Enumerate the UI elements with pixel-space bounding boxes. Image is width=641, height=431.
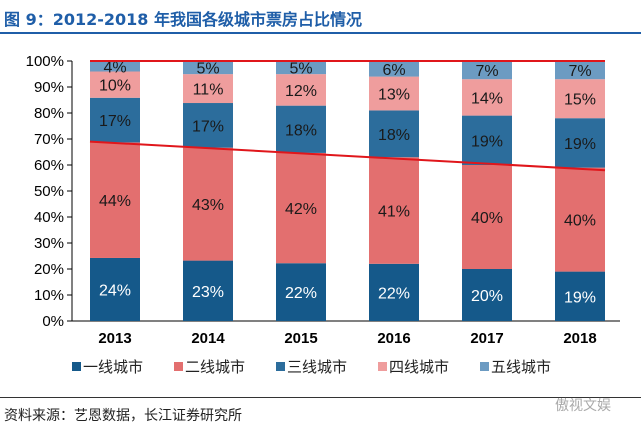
bar-segment <box>462 115 512 165</box>
source-note: 资料来源：艺恩数据，长江证券研究所 <box>4 408 242 424</box>
footer-divider <box>0 397 641 398</box>
chart-title: 图 9：2012-2018 年我国各级城市票房占比情况 <box>4 10 362 29</box>
bar-segment <box>555 118 605 168</box>
y-tick-label: 20% <box>34 261 64 278</box>
legend-swatch <box>276 362 285 371</box>
watermark: 傲视文娱 <box>555 398 611 414</box>
x-tick-label: 2015 <box>284 330 317 347</box>
x-tick-label: 2013 <box>98 330 131 347</box>
data-label: 23% <box>192 284 224 301</box>
bar-segment <box>183 74 233 104</box>
data-label: 42% <box>285 201 317 218</box>
data-label: 5% <box>289 61 312 78</box>
y-tick-label: 50% <box>34 183 64 200</box>
x-tick-label: 2016 <box>377 330 410 347</box>
bar-segment <box>462 61 512 80</box>
data-label: 22% <box>378 285 410 302</box>
bar-segment <box>462 165 512 269</box>
bar-segment <box>276 61 326 75</box>
legend-label: 一线城市 <box>83 358 143 376</box>
legend-label: 二线城市 <box>185 358 245 376</box>
legend-swatch <box>480 362 489 371</box>
y-tick-label: 0% <box>42 313 64 330</box>
bar-segment <box>555 79 605 119</box>
y-tick-label: 60% <box>34 157 64 174</box>
data-label: 14% <box>471 90 503 107</box>
bar-segment <box>183 147 233 261</box>
bar-segment <box>183 61 233 75</box>
stacked-bar-chart: 0% 10% 20% 30% 40% 50% 60% 70% 80% 90% 100% 24% 44% 1… <box>26 53 620 376</box>
bar-segment <box>462 269 512 321</box>
legend-swatch <box>174 362 183 371</box>
bar-segment <box>276 152 326 264</box>
y-tick-label: 80% <box>34 105 64 122</box>
bar-segment <box>555 271 605 321</box>
bar-segment <box>90 71 140 98</box>
data-label: 22% <box>285 285 317 302</box>
y-tick-label: 30% <box>34 235 64 252</box>
y-tick-label: 90% <box>34 79 64 96</box>
data-label: 5% <box>196 61 219 78</box>
x-tick-label: 2014 <box>191 330 225 347</box>
bar-segment <box>369 76 419 111</box>
bar-segment <box>462 79 512 116</box>
data-label: 19% <box>471 133 503 150</box>
bar-segment <box>276 263 326 321</box>
legend-swatch <box>378 362 387 371</box>
bar-segment <box>555 167 605 272</box>
y-tick-label: 10% <box>34 287 64 304</box>
data-label: 41% <box>378 204 410 221</box>
data-label: 44% <box>99 193 131 210</box>
data-label: 13% <box>378 87 410 104</box>
data-label: 7% <box>568 63 591 80</box>
bar-segment <box>90 142 140 258</box>
bar-segment <box>276 74 326 106</box>
legend-label: 三线城市 <box>287 358 347 376</box>
data-label: 7% <box>475 63 498 80</box>
title-divider <box>0 32 641 34</box>
bar-segment <box>90 257 140 321</box>
bar-segment <box>369 61 419 77</box>
data-label: 11% <box>193 82 224 99</box>
data-label: 6% <box>382 62 405 79</box>
bar-segment <box>90 97 140 143</box>
data-label: 18% <box>285 122 317 139</box>
bar-segment <box>369 157 419 264</box>
data-label: 19% <box>564 289 596 306</box>
data-label: 40% <box>564 213 596 230</box>
legend-label: 五线城市 <box>491 358 551 376</box>
y-tick-label: 70% <box>34 131 64 148</box>
bar-segment <box>369 110 419 158</box>
x-tick-label: 2017 <box>470 330 503 347</box>
data-label: 18% <box>378 127 410 144</box>
bar-segment <box>276 105 326 153</box>
data-label: 4% <box>103 59 126 76</box>
data-label: 43% <box>192 197 224 214</box>
legend-label: 四线城市 <box>389 358 449 376</box>
data-label: 15% <box>564 92 596 109</box>
data-label: 19% <box>564 136 596 153</box>
bar-segment <box>183 103 233 148</box>
bar-segment <box>183 260 233 321</box>
data-label: 12% <box>285 83 317 100</box>
y-tick-label: 40% <box>34 209 64 226</box>
data-label: 17% <box>99 113 131 130</box>
legend-swatch <box>72 362 81 371</box>
data-label: 24% <box>99 282 131 299</box>
data-label: 10% <box>99 78 131 95</box>
trend-line <box>89 140 606 172</box>
y-tick-label: 100% <box>26 53 64 70</box>
data-label: 20% <box>471 288 503 305</box>
bar-segment <box>555 61 605 80</box>
data-label: 40% <box>471 210 503 227</box>
bar-segment <box>90 61 140 72</box>
data-label: 17% <box>192 118 224 135</box>
x-tick-label: 2018 <box>563 330 596 347</box>
bar-segment <box>369 263 419 321</box>
